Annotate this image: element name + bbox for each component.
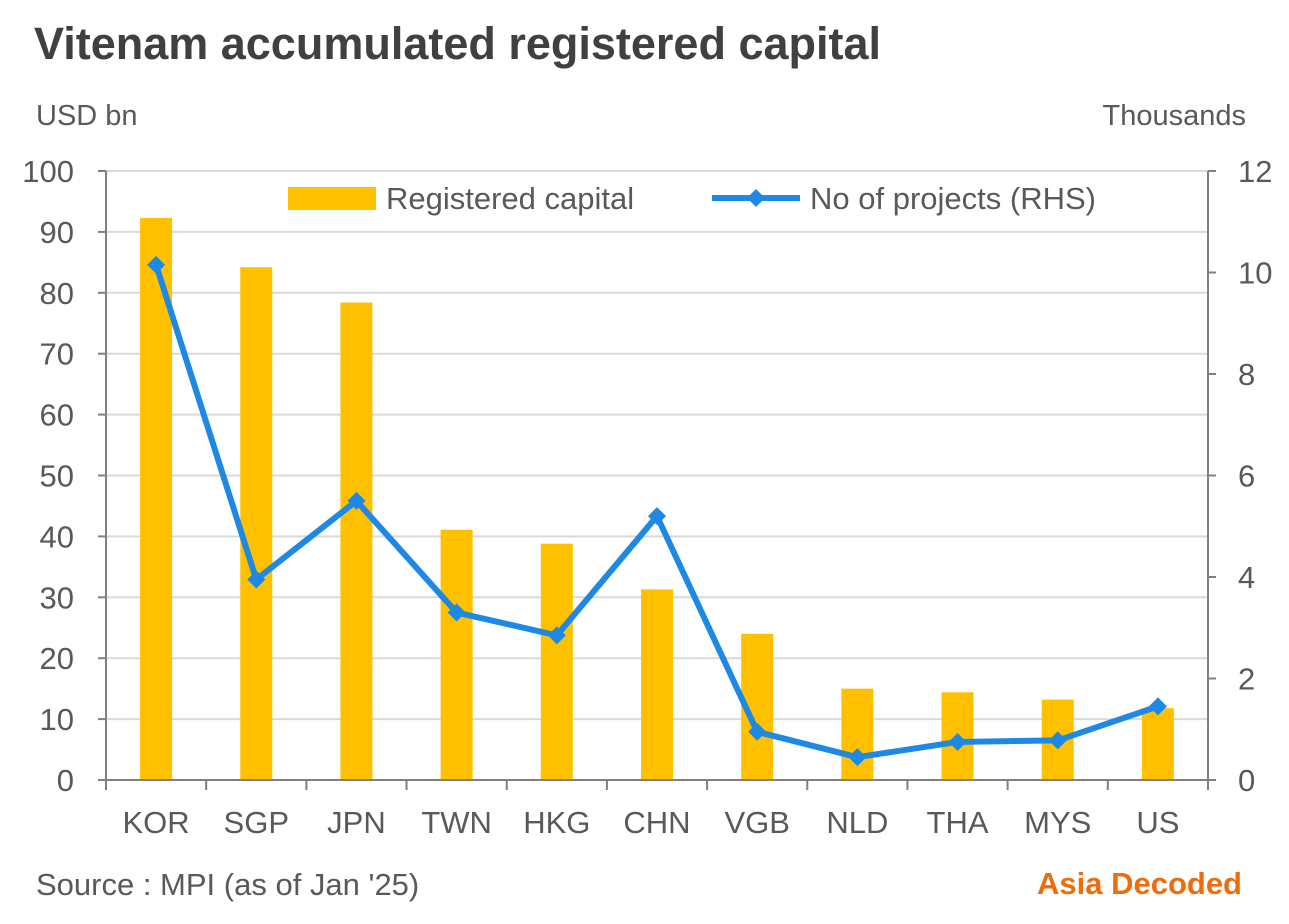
bar-us: [1141, 708, 1174, 780]
projects-marker-vgb: [748, 722, 767, 741]
left-tick-label: 70: [40, 337, 74, 372]
x-tick-label: SGP: [224, 805, 289, 840]
left-tick-label: 80: [40, 276, 74, 311]
bar-jpn: [340, 302, 373, 780]
projects-marker-us: [1148, 697, 1167, 716]
projects-marker-mys: [1048, 731, 1067, 750]
tick-labels: 0 10 20 30 40 50 60 70 80 90 100 0 2 4 6 8 10 12 KOR SGP JPN…: [22, 154, 1272, 840]
x-tick-label: TWN: [421, 805, 492, 840]
chart-title: Vitenam accumulated registered capital: [34, 18, 882, 69]
projects-line: [147, 255, 1167, 767]
right-tick-label: 8: [1238, 357, 1255, 392]
x-tick-label: VGB: [724, 805, 789, 840]
right-tick-label: 10: [1238, 256, 1272, 291]
projects-marker-jpn: [347, 491, 366, 510]
left-axis-unit: USD bn: [36, 100, 138, 132]
left-tick-label: 40: [40, 519, 74, 554]
right-tick-label: 0: [1238, 763, 1255, 798]
brand-logo-text: Asia Decoded: [1036, 866, 1242, 901]
right-tick-label: 2: [1238, 662, 1255, 697]
right-tick-label: 6: [1238, 459, 1255, 494]
bar-twn: [440, 529, 473, 780]
bar-chn: [641, 589, 673, 780]
x-tick-label: NLD: [826, 805, 888, 840]
bars: [140, 217, 1174, 780]
projects-marker-kor: [147, 255, 166, 274]
axes: [98, 170, 1216, 790]
x-tick-label: KOR: [122, 805, 189, 840]
left-tick-label: 20: [40, 641, 74, 676]
legend-swatch-projects-marker: [747, 189, 765, 207]
left-tick-label: 30: [40, 580, 74, 615]
projects-marker-hkg: [547, 626, 566, 645]
bar-hkg: [540, 543, 573, 780]
legend-label-capital: Registered capital: [386, 181, 634, 216]
left-tick-label: 100: [22, 154, 74, 189]
left-tick-label: 0: [57, 763, 74, 798]
legend-label-projects: No of projects (RHS): [810, 181, 1096, 216]
projects-marker-nld: [848, 748, 867, 767]
x-tick-label: THA: [927, 805, 989, 840]
x-tick-label: HKG: [523, 805, 590, 840]
projects-marker-chn: [648, 507, 666, 526]
x-tick-label: MYS: [1024, 805, 1091, 840]
legend: Registered capital No of projects (RHS): [288, 181, 1096, 216]
x-tick-label: US: [1136, 805, 1179, 840]
projects-marker-sgp: [247, 570, 266, 589]
bar-sgp: [240, 267, 273, 780]
left-tick-label: 10: [40, 702, 74, 737]
grid-lines: [106, 170, 1208, 721]
left-tick-label: 50: [40, 459, 74, 494]
right-axis-unit: Thousands: [1102, 100, 1247, 132]
projects-marker-twn: [447, 603, 466, 622]
right-tick-label: 12: [1238, 154, 1272, 189]
x-tick-label: JPN: [327, 805, 386, 840]
x-tick-label: CHN: [623, 805, 690, 840]
left-tick-label: 60: [40, 398, 74, 433]
left-tick-label: 90: [40, 215, 74, 250]
bar-kor: [140, 217, 173, 780]
projects-marker-tha: [948, 732, 967, 751]
right-tick-label: 4: [1238, 560, 1255, 595]
source-note: Source : MPI (as of Jan '25): [36, 867, 420, 902]
bar-nld: [841, 688, 874, 780]
legend-swatch-capital: [288, 187, 376, 210]
